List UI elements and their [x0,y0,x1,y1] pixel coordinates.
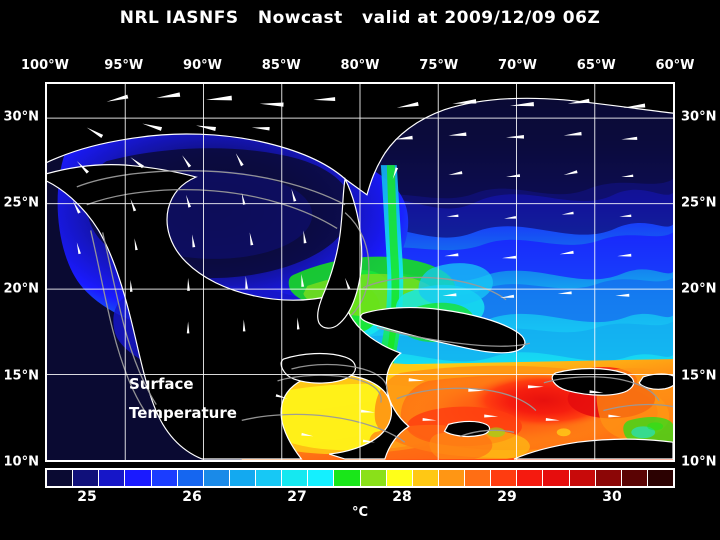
colorbar-swatch-0[interactable] [47,470,74,486]
lat-tick-right-4: 10°N [681,454,717,470]
lat-tick-left-1: 25°N [3,195,39,211]
lat-tick-left-2: 20°N [3,281,39,297]
colorbar-swatch-5[interactable] [177,470,204,486]
colorbar-swatch-7[interactable] [229,470,256,486]
annotation-line-1: Surface [129,375,194,393]
map-plot-area[interactable]: Surface Temperature [45,82,675,462]
lat-tick-left-0: 30°N [3,109,39,125]
sst-color-field [47,84,673,460]
lat-tick-left-3: 15°N [3,368,39,384]
colorbar-swatch-9[interactable] [282,470,309,486]
lon-tick-0: 100°W [21,58,69,73]
temperature-colorbar[interactable] [45,468,675,488]
colorbar-tick-28: 28 [392,489,412,505]
colorbar-swatch-20[interactable] [569,470,596,486]
colorbar-swatch-13[interactable] [386,470,413,486]
colorbar-tick-25: 25 [77,489,97,505]
colorbar-swatch-4[interactable] [151,470,178,486]
lon-tick-8: 60°W [655,58,695,73]
lat-tick-right-0: 30°N [681,109,717,125]
colorbar-swatch-1[interactable] [73,470,100,486]
lon-tick-6: 70°W [498,58,537,73]
colorbar-swatch-16[interactable] [465,470,492,486]
surface-temperature-annotation: Surface Temperature [129,370,237,427]
colorbar-swatch-23[interactable] [647,470,673,486]
colorbar-tick-27: 27 [287,489,307,505]
colorbar-swatch-11[interactable] [334,470,361,486]
colorbar-swatch-10[interactable] [308,470,335,486]
lon-tick-2: 90°W [183,58,222,73]
lon-tick-1: 95°W [104,58,144,73]
colorbar-swatch-12[interactable] [360,470,387,486]
sst-raster [47,84,673,460]
lon-tick-5: 75°W [419,58,459,73]
colorbar-swatch-2[interactable] [99,470,126,486]
colorbar-tick-26: 26 [182,489,202,505]
lon-tick-3: 85°W [261,58,301,73]
colorbar-unit-label: °C [351,505,369,520]
colorbar-swatch-8[interactable] [256,470,283,486]
surface-current-vectors [72,92,646,443]
colorbar-swatch-22[interactable] [621,470,648,486]
colorbar-swatch-3[interactable] [125,470,152,486]
lat-tick-left-4: 10°N [3,454,39,470]
lon-tick-7: 65°W [576,58,616,73]
colorbar-swatch-21[interactable] [595,470,622,486]
lon-tick-4: 80°W [340,58,380,73]
colorbar-swatch-17[interactable] [491,470,518,486]
colorbar-tick-29: 29 [497,489,517,505]
colorbar-swatch-6[interactable] [203,470,230,486]
colorbar-swatch-15[interactable] [438,470,465,486]
annotation-line-2: Temperature [129,403,237,422]
colorbar-swatch-18[interactable] [517,470,544,486]
lat-tick-right-2: 20°N [681,281,717,297]
lat-tick-right-3: 15°N [681,368,717,384]
bathymetry-contours [76,170,673,443]
figure-title: NRL IASNFS Nowcast valid at 2009/12/09 0… [119,8,601,28]
colorbar-swatch-19[interactable] [543,470,570,486]
colorbar-swatch-14[interactable] [412,470,439,486]
colorbar-tick-30: 30 [602,489,622,505]
lat-tick-right-1: 25°N [681,195,717,211]
